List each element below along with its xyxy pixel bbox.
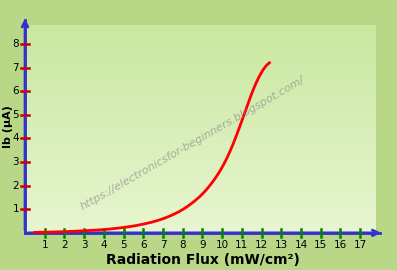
Text: 6: 6 [140,240,146,250]
Text: 2: 2 [61,240,68,250]
Text: 8: 8 [12,39,19,49]
Text: Radiation Flux (mW/cm²): Radiation Flux (mW/cm²) [106,253,299,267]
Text: 16: 16 [334,240,347,250]
Text: 7: 7 [160,240,166,250]
Text: 9: 9 [199,240,206,250]
Text: 17: 17 [353,240,367,250]
Text: 14: 14 [294,240,308,250]
Text: 15: 15 [314,240,328,250]
Text: 10: 10 [216,240,229,250]
Text: 12: 12 [255,240,268,250]
Text: 5: 5 [12,110,19,120]
Text: 8: 8 [179,240,186,250]
Text: 2: 2 [12,181,19,191]
Text: 3: 3 [12,157,19,167]
Text: 4: 4 [12,133,19,143]
Text: 1: 1 [41,240,48,250]
Text: 6: 6 [12,86,19,96]
Text: 5: 5 [120,240,127,250]
Text: 7: 7 [12,63,19,73]
Text: 13: 13 [275,240,288,250]
Text: 4: 4 [100,240,107,250]
Text: Ib (μA): Ib (μA) [3,105,13,148]
Text: 11: 11 [235,240,249,250]
Text: https://electronicsfor-beginners.blogspot.com/: https://electronicsfor-beginners.blogspo… [79,75,306,212]
Text: 3: 3 [81,240,87,250]
Text: 1: 1 [12,204,19,214]
